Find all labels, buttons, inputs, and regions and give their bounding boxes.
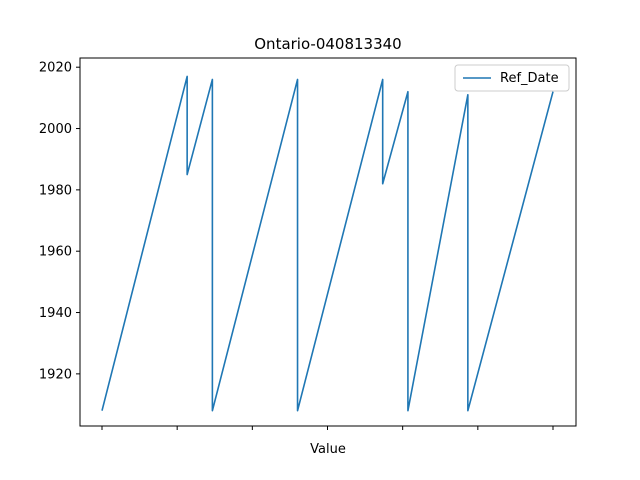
y-tick-label: 1940 [39,306,72,321]
y-tick-label: 2020 [39,61,72,76]
legend-box [454,64,570,92]
y-tick-label: 2000 [39,122,72,137]
y-tick-label: 1980 [39,183,72,198]
y-axis: 1920 1940 1960 1980 2000 2020 [39,61,80,382]
legend-label: Ref_Date [500,71,559,86]
legend: Ref_Date [454,64,570,92]
series-layer [101,75,554,412]
y-tick-label: 1960 [39,245,72,260]
x-axis [101,426,554,430]
series-line-ref-date [101,75,554,412]
plot-area [79,57,577,427]
y-tick-label: 1920 [39,367,72,382]
chart-title: Ontario-040813340 [254,35,401,53]
x-axis-label: Value [310,442,346,457]
